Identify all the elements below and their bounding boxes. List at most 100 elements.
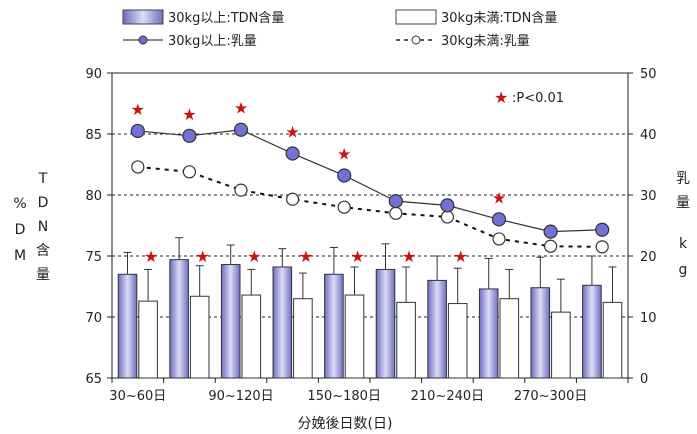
significance-star-bar: ★ xyxy=(144,247,158,266)
bar-under30 xyxy=(189,295,210,379)
legend-swatch-bar-over30 xyxy=(122,9,164,25)
significance-star-bar: ★ xyxy=(350,247,364,266)
bar-over30 xyxy=(478,288,499,379)
legend-label-bar-under30: 30kg未満:TDN含量 xyxy=(441,10,557,26)
y-left-tick-label: 85 xyxy=(85,128,102,143)
bar-over30 xyxy=(272,266,293,379)
bar-under30 xyxy=(396,301,416,379)
point-over30 xyxy=(491,212,507,227)
bar-under30 xyxy=(293,298,313,379)
plot-area: 65 70 75 80 85 90 0 10 20 30 40 50 30~60日 90~120日 150~… xyxy=(85,67,656,404)
bar-over30 xyxy=(324,273,344,379)
x-tick-label: 210~240日 xyxy=(411,389,485,404)
legend-label-bar-over30: 30kg以上:TDN含量 xyxy=(168,10,284,26)
y-left-tick-label: 80 xyxy=(85,189,102,204)
y-right-tick-label: 20 xyxy=(640,250,657,265)
legend-label-line-over30: 30kg以上:乳量 xyxy=(168,34,257,49)
x-tick-label: 30~60日 xyxy=(109,389,166,404)
y-left-tick-label: 90 xyxy=(85,67,102,82)
y-left-tick-label: 75 xyxy=(85,250,102,265)
point-under30 xyxy=(286,192,300,206)
line-under30 xyxy=(137,165,603,248)
point-over30 xyxy=(595,222,610,237)
legend-label-line-under30: 30kg未満:乳量 xyxy=(441,34,530,49)
point-under30 xyxy=(337,200,351,214)
bar-over30 xyxy=(169,259,189,379)
point-over30 xyxy=(182,128,197,143)
point-under30 xyxy=(131,160,145,174)
significance-star-line: ★ xyxy=(131,100,145,119)
point-over30 xyxy=(130,123,145,139)
y-right-title-char: 量 xyxy=(676,195,690,211)
point-under30 xyxy=(389,206,403,220)
bar-over30 xyxy=(220,264,241,379)
point-under30 xyxy=(595,240,609,254)
legend-marker-line-under30 xyxy=(411,35,421,45)
point-under30 xyxy=(182,165,196,179)
point-over30 xyxy=(233,122,249,137)
y-right-title-char: 乳 xyxy=(676,171,690,187)
significance-star-line: ★ xyxy=(234,99,248,118)
y-left-title-char: 含 xyxy=(36,243,50,259)
point-under30 xyxy=(492,232,506,246)
significance-star-bar: ★ xyxy=(196,247,210,266)
y-right-tick-label: 40 xyxy=(640,128,657,143)
y-right-tick-label: 10 xyxy=(640,311,657,326)
y-left-title-char: M xyxy=(14,248,26,264)
y-left-tick-label: 70 xyxy=(85,311,102,326)
y-right-title-char: k xyxy=(679,236,688,252)
line-over30 xyxy=(137,129,603,233)
y-left-title-char: 量 xyxy=(36,267,50,283)
y-left-title-char: N xyxy=(38,219,48,235)
point-under30 xyxy=(543,239,558,253)
x-axis-title: 分娩後日数(日) xyxy=(298,416,393,432)
significance-star-line: ★ xyxy=(337,144,351,163)
legend: 30kg以上:TDN含量 30kg未満:TDN含量 30kg以上:乳量 30kg… xyxy=(122,9,557,49)
bar-over30 xyxy=(582,284,602,379)
bar-under30 xyxy=(344,294,365,379)
significance-star-bar: ★ xyxy=(247,247,261,266)
significance-star-line: ★ xyxy=(285,123,299,142)
bar-under30 xyxy=(551,311,571,379)
significance-star-legend: ★ xyxy=(494,88,508,107)
bar-under30 xyxy=(499,298,520,379)
point-over30 xyxy=(388,194,403,209)
x-tick-label: 270~300日 xyxy=(514,389,588,404)
y-right-tick-label: 50 xyxy=(640,67,657,82)
point-under30 xyxy=(234,183,248,197)
y-axis-right-title: 乳 量 k g xyxy=(676,171,690,278)
bar-over30 xyxy=(427,279,447,379)
point-over30 xyxy=(285,146,300,161)
y-left-tick-label: 65 xyxy=(85,372,102,387)
legend-marker-line-over30 xyxy=(138,35,148,45)
y-left-title-char: D xyxy=(15,222,26,238)
significance-label: :P<0.01 xyxy=(512,91,564,106)
point-over30 xyxy=(543,224,558,239)
y-right-tick-label: 30 xyxy=(640,189,657,204)
significance-star-line: ★ xyxy=(492,188,506,207)
significance-star-bar: ★ xyxy=(299,247,313,266)
bar-over30 xyxy=(375,268,396,379)
point-under30 xyxy=(440,210,454,224)
significance-star-line: ★ xyxy=(182,105,196,124)
y-left-title-char: D xyxy=(38,195,49,211)
y-right-title-char: g xyxy=(679,262,688,278)
x-tick-label: 90~120日 xyxy=(208,389,273,404)
bar-over30 xyxy=(530,287,551,379)
legend-swatch-bar-under30 xyxy=(395,9,437,25)
significance-star-bar: ★ xyxy=(454,247,468,266)
significance-star-bar: ★ xyxy=(402,247,416,266)
bar-under30 xyxy=(447,303,468,379)
y-left-title-char: % xyxy=(13,196,26,212)
bar-under30 xyxy=(241,294,262,379)
point-over30 xyxy=(337,168,352,183)
bar-under30 xyxy=(602,301,623,379)
y-right-tick-label: 0 xyxy=(640,372,648,387)
bar-over30 xyxy=(117,273,138,379)
point-over30 xyxy=(440,198,455,213)
x-tick-label: 150~180日 xyxy=(307,389,381,404)
bar-under30 xyxy=(138,300,158,379)
y-axis-left-title: % D M T D N 含 量 xyxy=(13,171,50,283)
y-left-title-char: T xyxy=(38,171,48,187)
